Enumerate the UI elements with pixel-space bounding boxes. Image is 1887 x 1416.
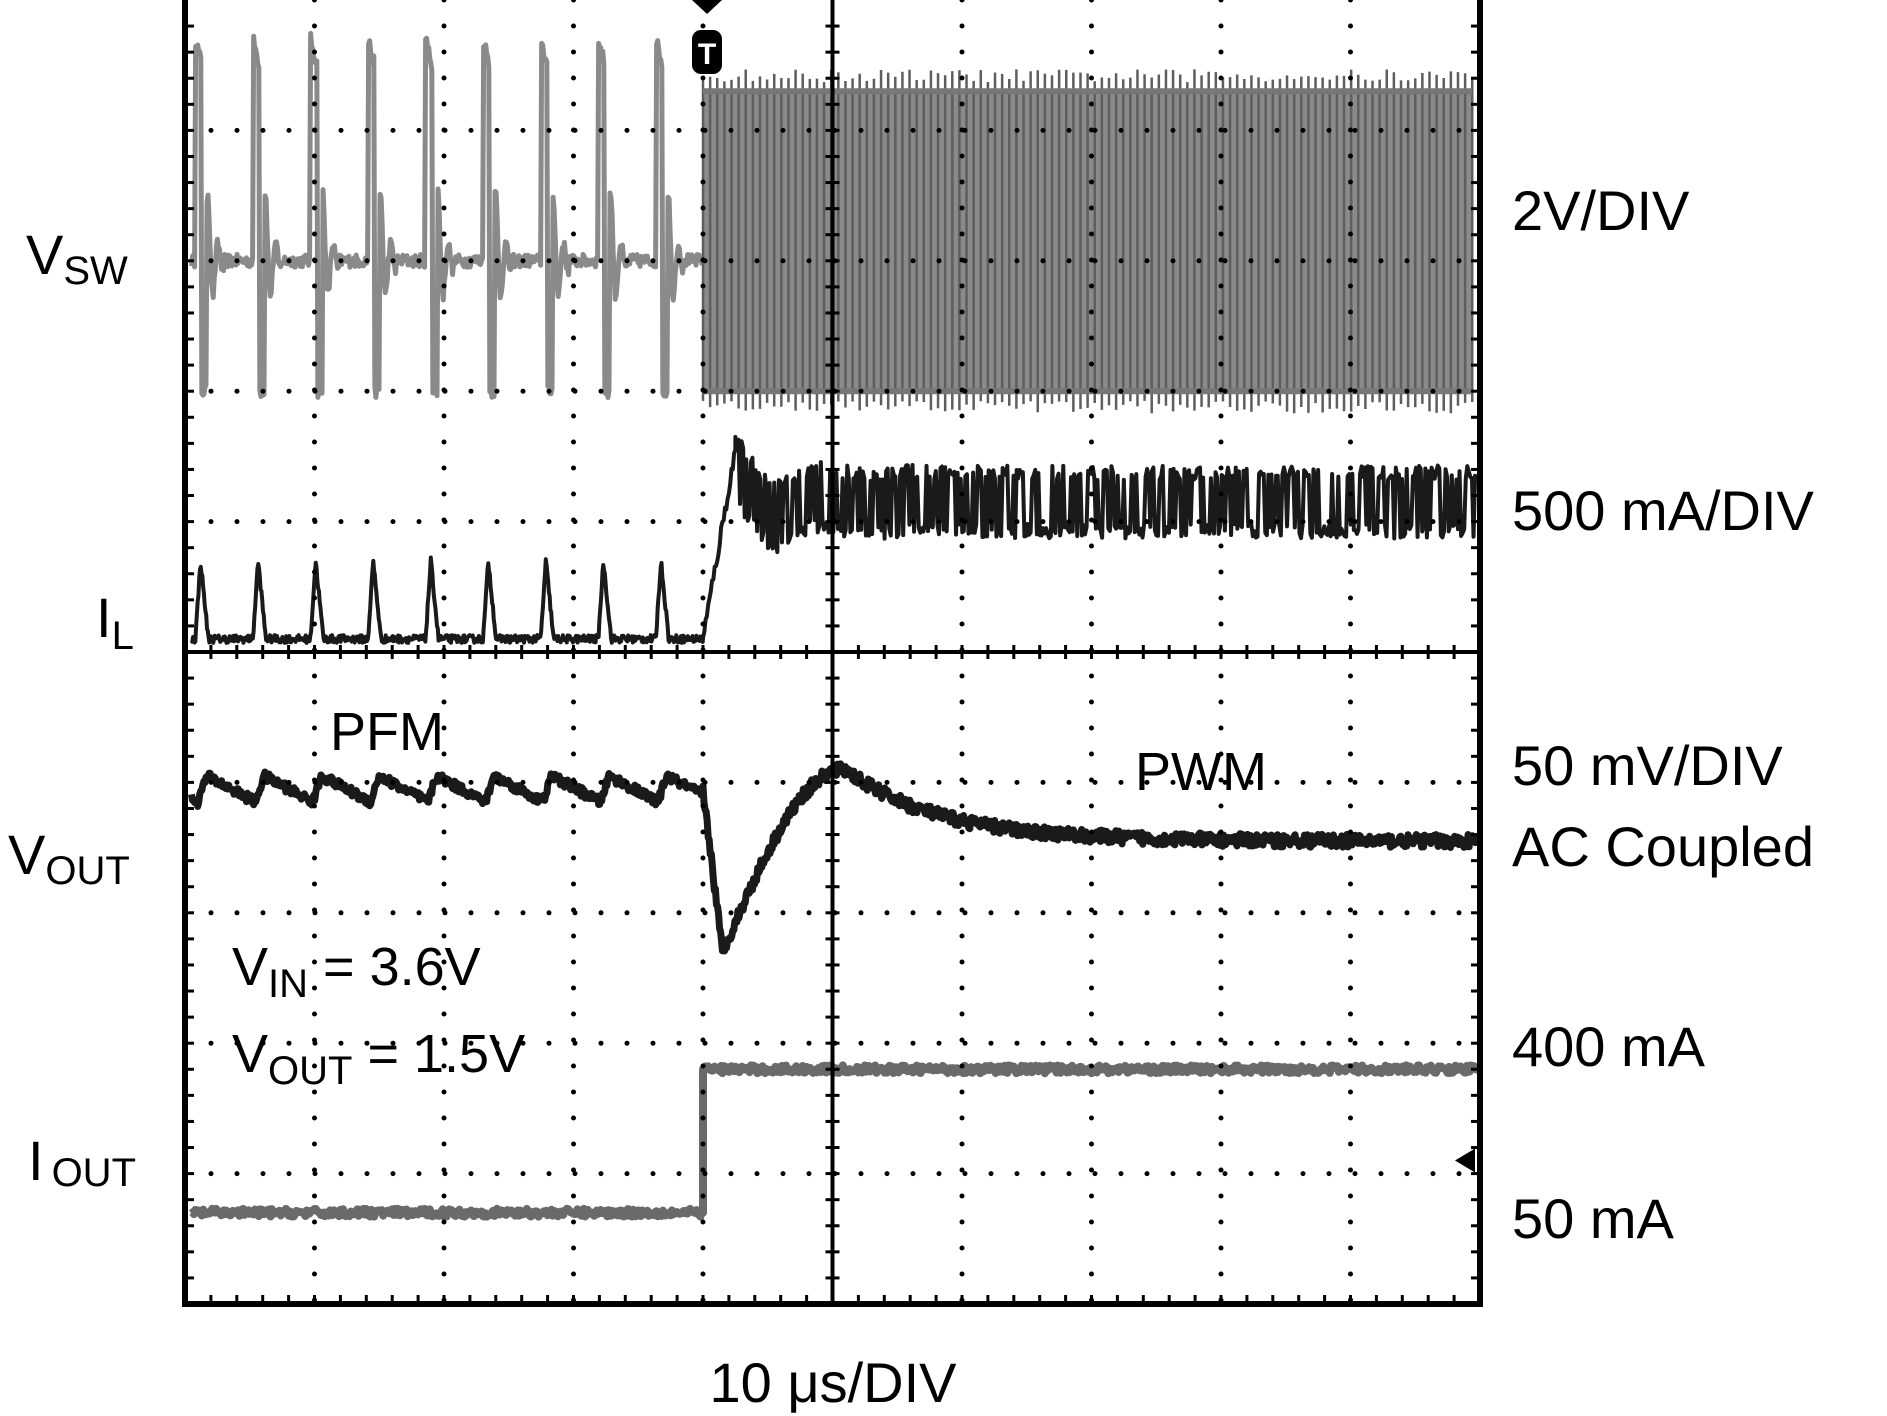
- trigger-marker: T: [692, 0, 722, 74]
- trace-il: [189, 434, 1478, 645]
- annotation-vin: VIN = 3.6V: [232, 937, 481, 1006]
- annotation-vout: VOUT = 1.5V: [232, 1024, 525, 1093]
- label-vsw: VSW: [26, 223, 128, 293]
- scale-vsw: 2V/DIV: [1512, 179, 1690, 242]
- label-vout: VOUT: [8, 823, 130, 893]
- plot-frame: [182, 0, 1483, 1307]
- vsw-pfm-line: [188, 30, 705, 401]
- vsw-pwm-edges: [701, 69, 1481, 414]
- il-line: [189, 434, 1478, 645]
- ground-marker-icon: [1455, 1148, 1475, 1173]
- label-il: IL: [96, 586, 134, 658]
- scale-vout: 50 mV/DIV: [1512, 734, 1783, 797]
- label-iout: I OUT: [28, 1129, 136, 1195]
- graticule: [182, 0, 1483, 1307]
- scale-il: 500 mA/DIV: [1512, 479, 1815, 542]
- level-iout-low: 50 mA: [1512, 1187, 1674, 1250]
- annotation-pfm: PFM: [330, 702, 444, 762]
- trace-vsw: [188, 30, 1481, 414]
- scale-vout-note: AC Coupled: [1512, 815, 1814, 878]
- annotation-pwm: PWM: [1135, 742, 1267, 802]
- trigger-label: T: [698, 38, 716, 71]
- time-scale-label: 10 μs/DIV: [709, 1351, 957, 1414]
- level-iout-high: 400 mA: [1512, 1015, 1706, 1078]
